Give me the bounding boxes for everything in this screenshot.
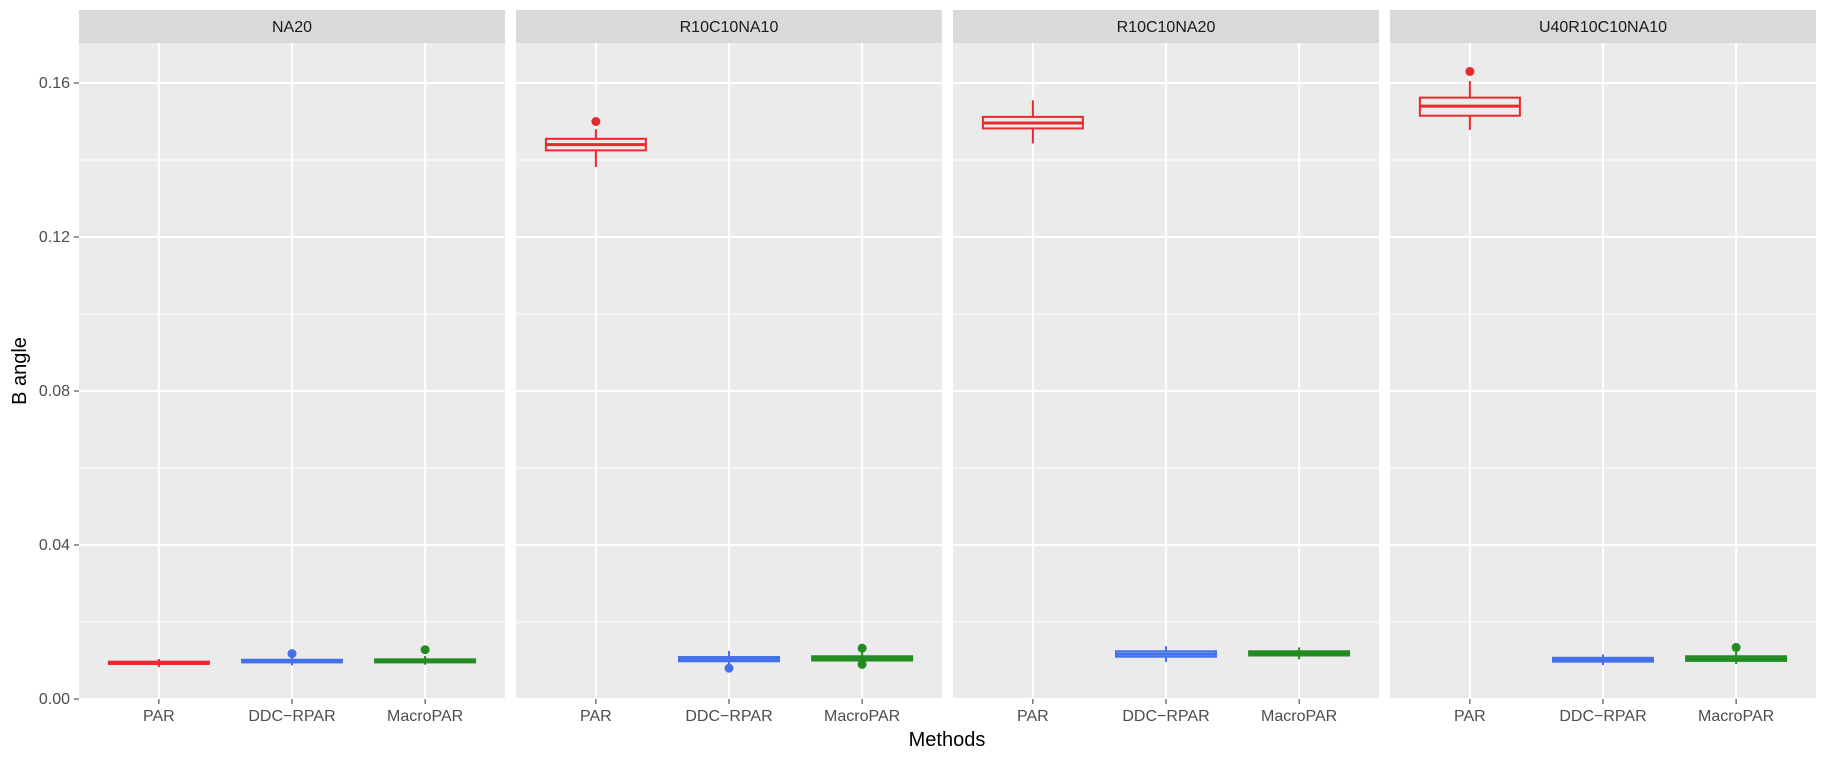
- y-axis-title: B angle: [9, 337, 31, 405]
- y-tick-label: 0.16: [39, 75, 70, 92]
- outlier-point: [287, 649, 297, 659]
- panel-strip-label: NA20: [272, 19, 312, 36]
- x-tick-label: MacroPAR: [387, 708, 463, 725]
- panel-r10c10na20: R10C10NA20 PAR DDC−RPAR MacroPAR: [953, 10, 1379, 725]
- panel-strip-label: R10C10NA10: [680, 19, 779, 36]
- box-macropar: [811, 643, 914, 669]
- panel-strip: [79, 10, 505, 43]
- x-tick-label: PAR: [1017, 708, 1049, 725]
- y-tick-label: 0.00: [39, 691, 70, 708]
- panel-strip: [516, 10, 942, 43]
- panel-strip-label: U40R10C10NA10: [1539, 19, 1667, 36]
- x-axis-title: Methods: [909, 729, 986, 751]
- x-tick-label: DDC−RPAR: [248, 708, 335, 725]
- box-ddcrpar: [1552, 654, 1654, 666]
- x-tick-label: MacroPAR: [1698, 708, 1774, 725]
- outlier-point: [1731, 642, 1741, 652]
- x-tick-label: PAR: [1454, 708, 1486, 725]
- panel-na20: NA20 PAR DDC−RPAR MacroPAR: [79, 10, 505, 725]
- x-tick-label: MacroPAR: [824, 708, 900, 725]
- box-par: [107, 658, 210, 668]
- y-tick-label: 0.12: [39, 229, 70, 246]
- x-tick-label: DDC−RPAR: [1559, 708, 1646, 725]
- outlier-point: [591, 117, 601, 126]
- x-tick-label: MacroPAR: [1261, 708, 1337, 725]
- y-axis: 0.00 0.04 0.08 0.12 0.16: [39, 75, 79, 708]
- panel-strip: [1390, 10, 1816, 43]
- panel-strip-label: R10C10NA20: [1117, 19, 1216, 36]
- outlier-point: [420, 645, 430, 655]
- x-tick-label: DDC−RPAR: [1122, 708, 1209, 725]
- panels-layer: NA20 PAR DDC−RPAR MacroPAR R10C10NA10 PAR DDC−…: [79, 10, 1816, 725]
- outlier-point: [724, 663, 734, 673]
- outlier-point: [1465, 66, 1475, 76]
- box-macropar: [1685, 642, 1788, 664]
- box-par: [981, 100, 1084, 144]
- box-ddcrpar: [678, 650, 780, 673]
- y-tick-label: 0.08: [39, 383, 70, 400]
- box-ddcrpar: [241, 649, 343, 666]
- box-ddcrpar: [1115, 646, 1217, 663]
- box-macropar: [374, 645, 477, 665]
- panel-u40r10c10na10: U40R10C10NA10 PAR DDC−RPAR MacroPAR: [1390, 10, 1816, 725]
- y-tick-label: 0.04: [39, 537, 70, 554]
- box-macropar: [1248, 647, 1351, 660]
- x-tick-label: PAR: [143, 708, 175, 725]
- x-tick-label: PAR: [580, 708, 612, 725]
- panel-r10c10na10: R10C10NA10 PAR DDC−RPAR MacroPAR: [516, 10, 942, 725]
- box-par: [1418, 66, 1521, 130]
- outlier-point: [857, 643, 867, 653]
- panel-strip: [953, 10, 1379, 43]
- outlier-point: [857, 659, 867, 669]
- x-tick-label: DDC−RPAR: [685, 708, 772, 725]
- box-par: [544, 117, 647, 167]
